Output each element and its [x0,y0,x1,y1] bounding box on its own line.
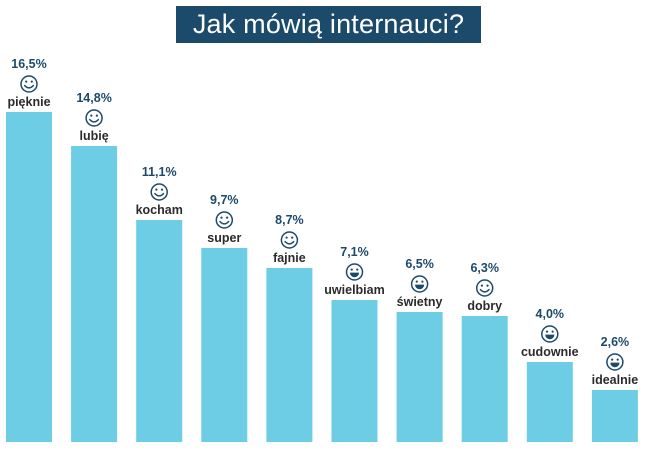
grin-icon [345,263,364,281]
value-label-idealnie: 2,6% [601,335,630,349]
smile-icon [85,109,103,127]
category-label-uwielbiam: uwielbiam [324,283,384,297]
value-label-dobry: 6,3% [470,261,499,275]
category-label-super: super [207,231,241,245]
bar-fajnie [266,268,313,442]
smile-icon [150,183,168,201]
category-label-lubie: lubię [80,129,109,143]
category-label-dobry: dobry [467,299,502,313]
grin-icon [410,275,429,293]
value-label-pieknie: 16,5% [11,57,46,71]
bar-super [201,248,248,442]
value-label-kocham: 11,1% [142,165,177,179]
bar-pieknie [6,112,52,442]
smile-icon [215,211,234,229]
category-label-cudownie: cudownie [521,345,579,359]
chart-title: Jak mówią internauci? [176,6,481,43]
bar-cudownie [526,362,573,442]
category-label-idealnie: idealnie [592,373,639,387]
value-label-cudownie: 4,0% [536,307,565,321]
value-label-swietny: 6,5% [405,257,434,271]
bar-idealnie [591,390,638,442]
smile-icon [475,279,494,297]
value-label-lubie: 14,8% [76,91,111,105]
value-label-fajnie: 8,7% [275,213,304,227]
value-label-super: 9,7% [210,193,239,207]
bar-swietny [396,312,443,442]
value-label-uwielbiam: 7,1% [340,245,369,259]
smile-icon [280,231,299,249]
bar-dobry [461,316,508,442]
category-label-kocham: kocham [136,203,183,217]
grin-icon [541,325,559,343]
category-label-pieknie: pięknie [7,95,50,109]
grin-icon [606,353,624,371]
bar-uwielbiam [331,300,378,442]
smile-icon [20,75,38,93]
bar-kocham [136,220,183,442]
category-label-swietny: świetny [397,295,443,309]
category-label-fajnie: fajnie [273,251,306,265]
bar-lubie [71,146,118,442]
